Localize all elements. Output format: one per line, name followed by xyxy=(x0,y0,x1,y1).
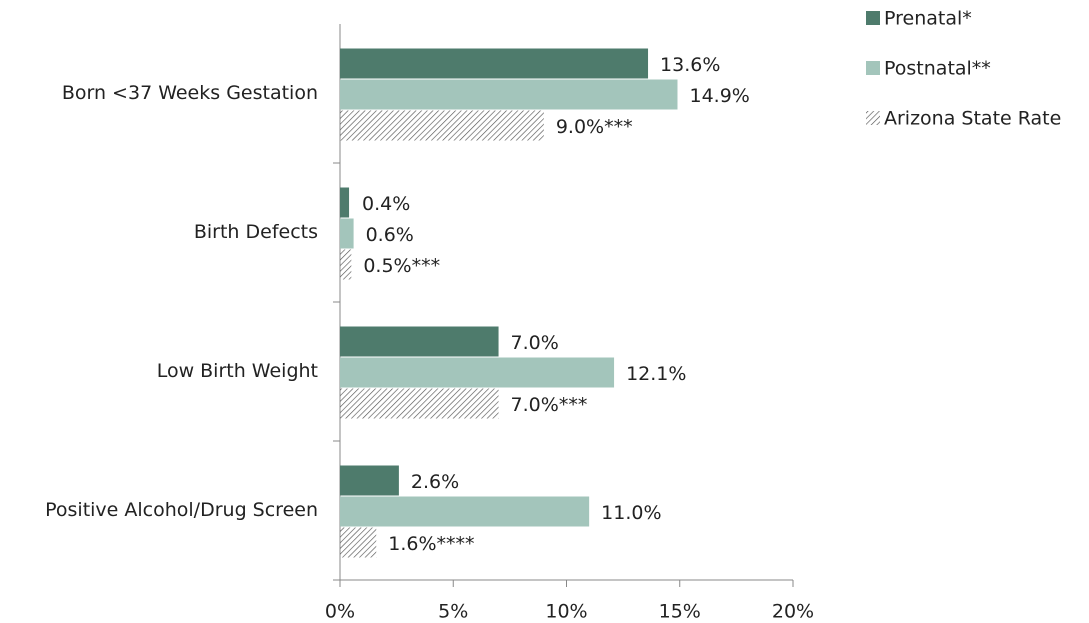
category-label: Low Birth Weight xyxy=(157,360,318,382)
category-label: Birth Defects xyxy=(194,221,318,243)
value-label: 11.0% xyxy=(601,502,661,524)
legend-label: Postnatal** xyxy=(884,58,991,80)
legend-label: Prenatal* xyxy=(884,8,972,30)
x-tick-label: 15% xyxy=(659,601,701,623)
value-label: 0.4% xyxy=(362,193,410,215)
bar xyxy=(340,218,354,249)
bar xyxy=(340,326,499,357)
bar xyxy=(340,496,590,527)
category-label: Positive Alcohol/Drug Screen xyxy=(45,499,318,521)
legend-swatch xyxy=(866,111,880,125)
bar xyxy=(340,527,377,558)
bar xyxy=(340,465,399,496)
value-label: 0.6% xyxy=(366,224,414,246)
legend-label: Arizona State Rate xyxy=(884,108,1061,130)
bar xyxy=(340,110,544,141)
value-label: 7.0% xyxy=(511,332,559,354)
x-tick-label: 0% xyxy=(325,601,355,623)
bar xyxy=(340,357,615,388)
value-label: 9.0%*** xyxy=(556,116,633,138)
x-tick-label: 10% xyxy=(545,601,587,623)
value-label: 2.6% xyxy=(411,471,459,493)
value-label: 14.9% xyxy=(689,85,749,107)
legend-swatch xyxy=(866,11,880,25)
value-label: 7.0%*** xyxy=(511,394,588,416)
x-tick-label: 5% xyxy=(438,601,468,623)
bar xyxy=(340,79,678,110)
value-label: 12.1% xyxy=(626,363,686,385)
bar xyxy=(340,249,352,280)
value-label: 1.6%**** xyxy=(388,533,474,555)
legend-swatch xyxy=(866,61,880,75)
x-tick-label: 20% xyxy=(772,601,814,623)
bar xyxy=(340,187,350,218)
bar xyxy=(340,48,649,79)
bar xyxy=(340,388,499,419)
category-label: Born <37 Weeks Gestation xyxy=(62,82,318,104)
value-label: 0.5%*** xyxy=(363,255,440,277)
value-label: 13.6% xyxy=(660,54,720,76)
